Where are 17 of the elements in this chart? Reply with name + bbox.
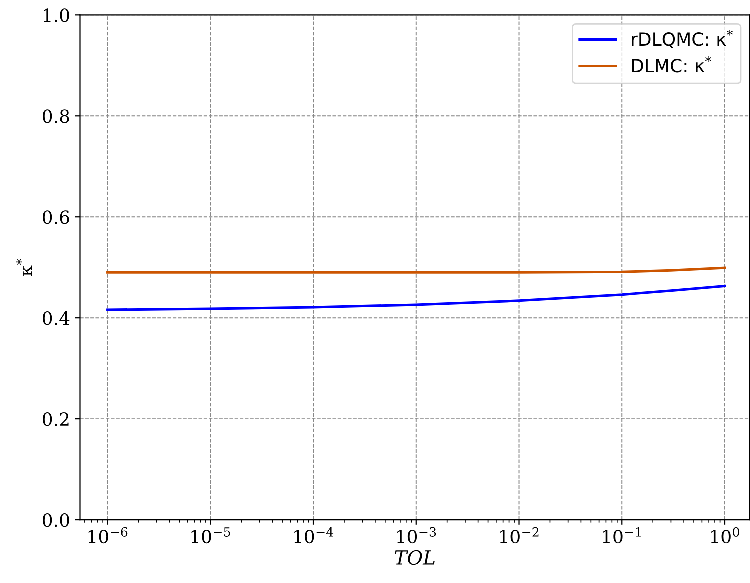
x-tick-label: 10$^{−4}$ bbox=[294, 527, 334, 544]
x-tick-label: 10$^{−6}$ bbox=[88, 527, 128, 544]
x-tick-label: 10$^{−5}$ bbox=[192, 528, 230, 544]
y-tick-label: 0.2 bbox=[43, 412, 69, 426]
y-tick-label: 0.8 bbox=[43, 110, 70, 124]
x-tick-label: 10$^{−2}$ bbox=[500, 527, 539, 544]
x-tick-label: 10$^{−1}$ bbox=[603, 527, 641, 544]
y-tick-label: 0.0 bbox=[43, 513, 70, 528]
legend-label: DLMC: κ$^{*}$ bbox=[632, 56, 712, 73]
y-tick-label: 1.0 bbox=[44, 8, 70, 22]
x-tick-label: 10$^{0}$ bbox=[711, 527, 740, 544]
x-axis-title: TOL bbox=[395, 550, 435, 566]
legend-label: rDLQMC: κ$^{*}$ bbox=[632, 30, 733, 48]
y-tick-label: 0.6 bbox=[43, 210, 70, 224]
y-axis-title: κ$^{*}$ bbox=[16, 259, 32, 276]
y-tick-label: 0.4 bbox=[43, 312, 70, 326]
x-tick-label: 10$^{−3}$ bbox=[397, 527, 436, 544]
